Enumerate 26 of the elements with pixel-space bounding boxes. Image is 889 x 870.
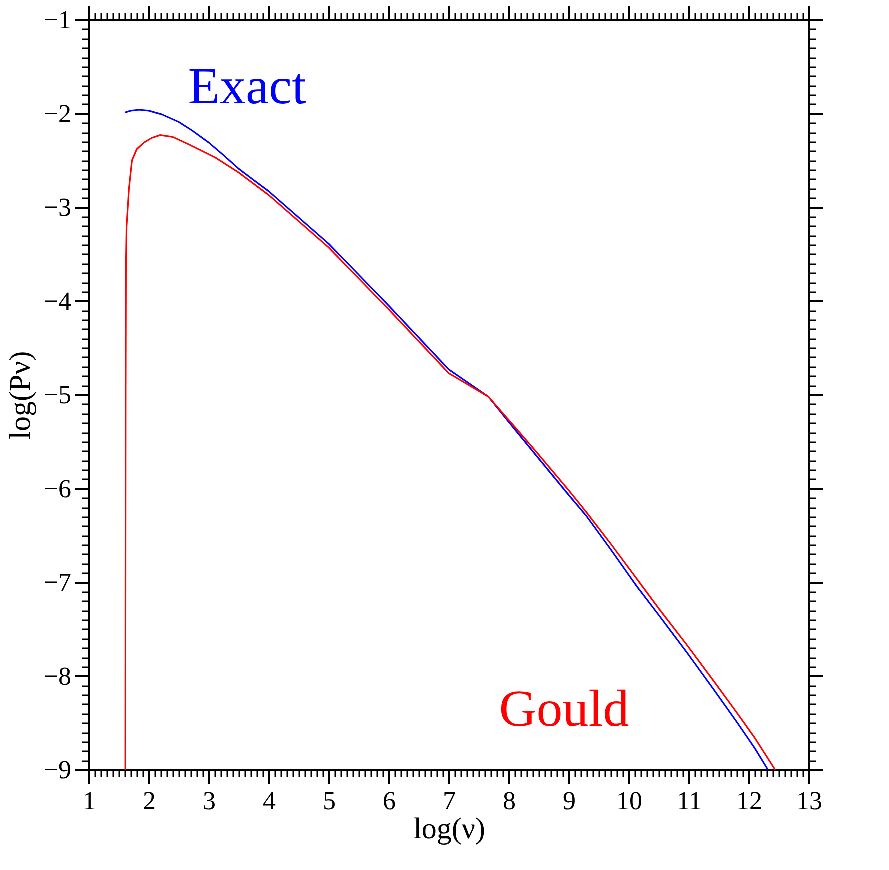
- x-tick-label: 1: [83, 786, 96, 816]
- x-tick-label: 6: [383, 786, 396, 816]
- x-tick-label: 13: [796, 786, 822, 816]
- y-tick-label: −4: [44, 286, 72, 316]
- x-tick-label: 3: [203, 786, 216, 816]
- x-tick-label: 8: [503, 786, 516, 816]
- x-tick-label: 2: [143, 786, 156, 816]
- y-tick-label: −1: [44, 6, 72, 34]
- y-tick-label: −8: [44, 662, 72, 691]
- x-tick-label: 5: [323, 786, 336, 816]
- y-tick-label: −9: [44, 756, 72, 784]
- x-tick-label: 7: [443, 786, 456, 816]
- x-axis-title: log(ν): [414, 812, 486, 846]
- y-tick-label: −5: [44, 380, 72, 410]
- x-tick-label: 12: [736, 786, 762, 816]
- series-label: Exact: [188, 58, 308, 116]
- x-tick-label: 10: [616, 786, 642, 816]
- x-tick-label: 4: [263, 786, 276, 816]
- y-axis-title: log(Pν): [4, 351, 37, 440]
- y-tick-label: −6: [44, 474, 72, 504]
- y-tick-label: −3: [44, 193, 72, 222]
- y-tick-label: −2: [44, 99, 72, 128]
- x-tick-label: 11: [676, 786, 702, 816]
- series-label: Gould: [499, 681, 630, 738]
- y-tick-label: −7: [44, 568, 72, 597]
- x-tick-label: 9: [563, 786, 576, 816]
